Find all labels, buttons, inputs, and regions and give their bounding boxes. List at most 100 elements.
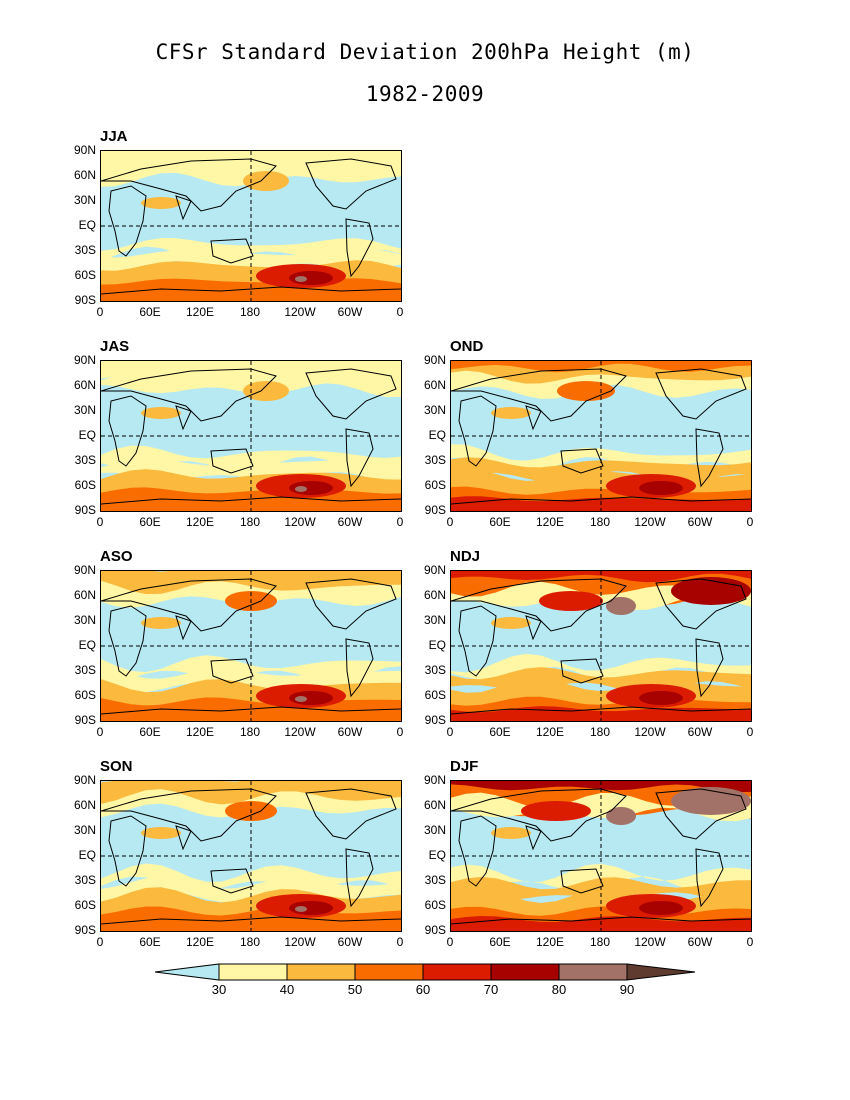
lon-tick-label: 60E xyxy=(489,935,511,949)
coastline xyxy=(101,368,277,422)
coastline xyxy=(175,615,192,641)
lat-tick-label: EQ xyxy=(78,428,96,442)
contour-blob xyxy=(295,906,307,912)
coastline xyxy=(560,868,604,894)
coastline xyxy=(345,428,374,488)
coastline xyxy=(175,825,192,851)
lon-tick-label: 0 xyxy=(746,935,754,949)
panel-label: ASO xyxy=(100,548,133,565)
coastline xyxy=(175,195,192,221)
lat-tick-label: 60N xyxy=(423,798,446,812)
map-svg xyxy=(451,361,751,511)
lat-tick-label: 60S xyxy=(74,268,96,282)
contour-blob xyxy=(141,617,181,629)
lon-tick-label: 0 xyxy=(396,935,404,949)
coastline xyxy=(458,815,497,887)
coastline xyxy=(108,395,147,467)
lon-tick-label: 180 xyxy=(589,515,611,529)
coastline xyxy=(655,368,747,420)
colorbar-segment xyxy=(286,963,356,981)
map-panel xyxy=(450,360,752,512)
coastline xyxy=(451,916,751,925)
colorbar-segment xyxy=(422,963,492,981)
contour-blob xyxy=(243,381,289,401)
lon-tick-label: 120W xyxy=(284,515,316,529)
lon-tick-label: 120E xyxy=(185,725,215,739)
colorbar-level-label: 40 xyxy=(279,982,295,997)
contour-blob xyxy=(521,801,591,821)
lon-tick-label: 0 xyxy=(396,305,404,319)
colorbar-svg xyxy=(154,963,696,981)
lat-tick-label: 90S xyxy=(74,713,96,727)
colorbar-max-arrow xyxy=(626,963,696,981)
panel-label: JJA xyxy=(100,128,128,145)
coastline xyxy=(101,578,277,632)
coastline xyxy=(210,448,254,474)
coastline xyxy=(210,238,254,264)
lon-tick-label: 60E xyxy=(139,515,161,529)
panel-label: JAS xyxy=(100,338,130,355)
lat-tick-label: 30S xyxy=(424,453,446,467)
lat-tick-label: 60N xyxy=(73,588,96,602)
coastline xyxy=(345,638,374,698)
lon-tick-label: 0 xyxy=(96,725,104,739)
lon-tick-label: 0 xyxy=(446,725,454,739)
lat-tick-label: 30S xyxy=(74,873,96,887)
contour-band xyxy=(451,571,751,583)
lat-tick-label: 30N xyxy=(73,403,96,417)
lat-tick-label: 60N xyxy=(423,378,446,392)
lon-tick-label: 0 xyxy=(446,515,454,529)
coastline xyxy=(451,578,627,632)
lon-tick-label: 60W xyxy=(337,725,363,739)
colorbar-level-label: 60 xyxy=(415,982,431,997)
lon-tick-label: 60W xyxy=(337,935,363,949)
coastline xyxy=(451,496,751,505)
contour-blob xyxy=(606,597,636,615)
lon-tick-label: 0 xyxy=(746,515,754,529)
lon-tick-label: 180 xyxy=(239,935,261,949)
coastline xyxy=(101,916,401,925)
map-svg xyxy=(451,781,751,931)
coastline xyxy=(305,578,397,630)
map-panel xyxy=(450,570,752,722)
contour-band xyxy=(101,249,401,273)
lon-tick-label: 120E xyxy=(535,935,565,949)
chart-subtitle: 1982-2009 xyxy=(365,82,485,106)
lat-tick-label: 60S xyxy=(74,478,96,492)
lat-tick-label: 90S xyxy=(424,503,446,517)
lon-tick-label: 180 xyxy=(239,305,261,319)
lat-tick-label: 30N xyxy=(423,403,446,417)
lon-tick-label: 60W xyxy=(687,515,713,529)
coastline xyxy=(655,788,747,840)
lat-tick-label: 90N xyxy=(73,353,96,367)
lat-tick-label: 90N xyxy=(423,563,446,577)
coastline xyxy=(655,578,747,630)
coastline xyxy=(345,848,374,908)
contour-band xyxy=(451,653,751,684)
lon-tick-label: 120E xyxy=(535,515,565,529)
lon-tick-label: 60W xyxy=(687,935,713,949)
coastline xyxy=(101,286,401,295)
lat-tick-label: EQ xyxy=(428,848,446,862)
lat-tick-label: EQ xyxy=(428,428,446,442)
lat-tick-label: 90N xyxy=(73,773,96,787)
coastline xyxy=(451,788,627,842)
coastline xyxy=(101,788,277,842)
lon-tick-label: 120E xyxy=(185,935,215,949)
colorbar-level-label: 50 xyxy=(347,982,363,997)
coastline xyxy=(305,368,397,420)
lon-tick-label: 0 xyxy=(396,515,404,529)
chart-title: CFSr Standard Deviation 200hPa Height (m… xyxy=(155,40,695,64)
contour-blob xyxy=(295,276,307,282)
map-panel xyxy=(100,360,402,512)
contour-blob xyxy=(141,827,181,839)
coastline xyxy=(101,496,401,505)
map-svg xyxy=(101,151,401,301)
lat-tick-label: 30S xyxy=(424,873,446,887)
lat-tick-label: EQ xyxy=(78,638,96,652)
colorbar-level-label: 80 xyxy=(551,982,567,997)
lat-tick-label: EQ xyxy=(428,638,446,652)
contour-blob xyxy=(243,171,289,191)
lat-tick-label: 30N xyxy=(73,193,96,207)
colorbar-segment xyxy=(490,963,560,981)
